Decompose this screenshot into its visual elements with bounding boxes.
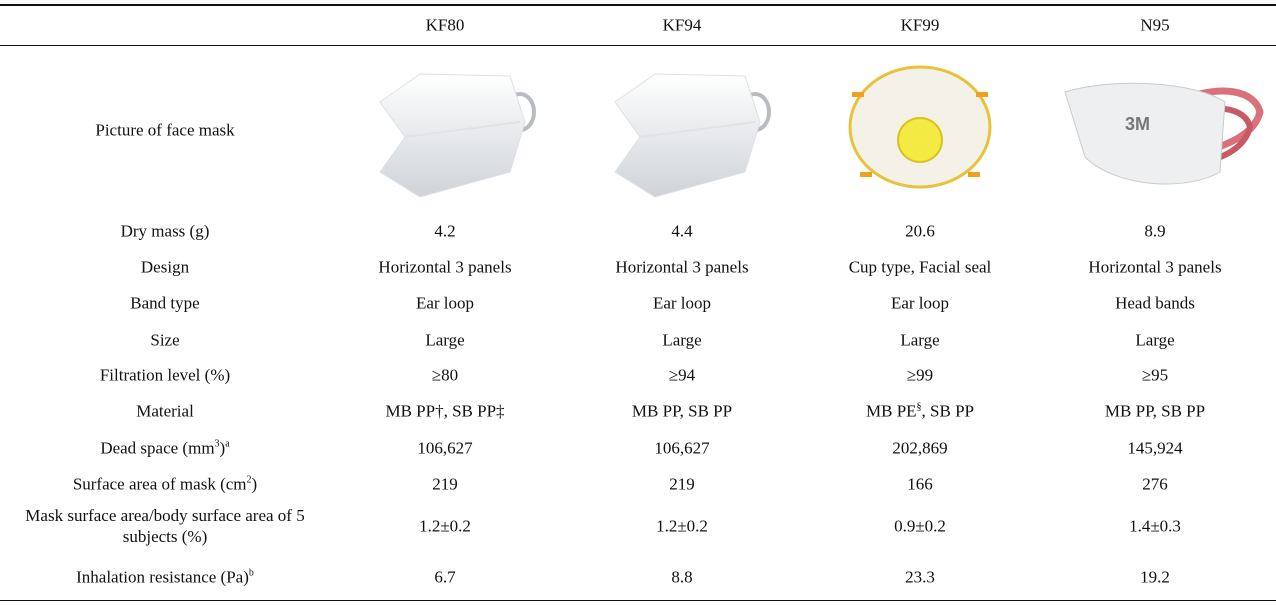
table-cell: ≥94 <box>669 365 695 386</box>
row-label: Surface area of mask (cm2) <box>0 474 330 495</box>
table-cell: 20.6 <box>905 221 935 242</box>
column-header: N95 <box>1140 15 1169 36</box>
table-cell: MB PP, SB PP <box>632 401 732 422</box>
table-cell: Large <box>425 330 464 351</box>
row-label: Material <box>0 401 330 422</box>
column-header: KF94 <box>663 15 702 36</box>
superscript: b <box>249 568 254 579</box>
n95-mask-image: 3M <box>1055 62 1265 202</box>
table-cell: Ear loop <box>653 293 711 314</box>
table-cell: 8.8 <box>671 567 692 588</box>
table-cell: 145,924 <box>1127 438 1182 459</box>
table-page: 3M KF80 KF94 KF99 N95 Picture of face mask Dr… <box>0 0 1276 606</box>
superscript: a <box>225 439 229 450</box>
table-cell: 1.2±0.2 <box>656 516 708 537</box>
table-cell: ≥95 <box>1142 365 1168 386</box>
row-label: Band type <box>0 293 330 314</box>
table-cell: Large <box>900 330 939 351</box>
table-cell: 8.9 <box>1144 221 1165 242</box>
table-cell: Horizontal 3 panels <box>378 257 511 278</box>
table-cell: Horizontal 3 panels <box>1088 257 1221 278</box>
table-cell: 276 <box>1142 474 1168 495</box>
table-cell: Large <box>662 330 701 351</box>
row-label: Design <box>0 257 330 278</box>
table-cell: MB PP, SB PP <box>1105 401 1205 422</box>
row-label: Mask surface area/body surface area of 5… <box>0 505 330 547</box>
table-cell: 166 <box>907 474 933 495</box>
table-cell: 219 <box>669 474 695 495</box>
table-cell: MB PE§, SB PP <box>866 401 974 422</box>
table-cell: Large <box>1135 330 1174 351</box>
table-cell: Ear loop <box>891 293 949 314</box>
table-cell: 1.4±0.3 <box>1129 516 1181 537</box>
table-cell: 6.7 <box>434 567 455 588</box>
table-cell: Head bands <box>1115 293 1195 314</box>
table-cell: Ear loop <box>416 293 474 314</box>
table-cell: Horizontal 3 panels <box>615 257 748 278</box>
table-cell: ≥99 <box>907 365 933 386</box>
table-cell: 106,627 <box>654 438 709 459</box>
row-label: Dry mass (g) <box>0 221 330 242</box>
text-segment: MB PE <box>866 402 917 421</box>
kf80-mask-image <box>360 62 540 202</box>
text-segment: , SB PP <box>922 402 974 421</box>
row-label: Inhalation resistance (Pa)b <box>0 567 330 588</box>
kf94-mask-image <box>595 62 775 202</box>
text-segment: ) <box>252 475 258 494</box>
table-cell: 202,869 <box>892 438 947 459</box>
row-label: Size <box>0 330 330 351</box>
table-cell: 23.3 <box>905 567 935 588</box>
table-cell: 106,627 <box>417 438 472 459</box>
text-segment: Dead space (mm <box>100 439 214 458</box>
table-cell: 219 <box>432 474 458 495</box>
kf99-mask-image <box>840 62 1000 202</box>
header-rule <box>0 45 1276 46</box>
table-cell: MB PP†, SB PP‡ <box>385 401 504 422</box>
table-cell: 1.2±0.2 <box>419 516 471 537</box>
column-header: KF80 <box>426 15 465 36</box>
table-cell: 4.2 <box>434 221 455 242</box>
text-segment: Surface area of mask (cm <box>73 475 247 494</box>
table-cell: ≥80 <box>432 365 458 386</box>
table-cell: 19.2 <box>1140 567 1170 588</box>
bottom-rule <box>0 600 1276 601</box>
row-label: Picture of face mask <box>0 120 330 141</box>
column-header: KF99 <box>901 15 940 36</box>
row-label: Dead space (mm3)a <box>0 438 330 459</box>
table-cell: 4.4 <box>671 221 692 242</box>
row-label: Filtration level (%) <box>0 365 330 386</box>
top-rule <box>0 4 1276 6</box>
table-cell: 0.9±0.2 <box>894 516 946 537</box>
svg-text:3M: 3M <box>1125 114 1150 134</box>
text-segment: Inhalation resistance (Pa) <box>76 568 249 587</box>
table-cell: Cup type, Facial seal <box>849 257 992 278</box>
